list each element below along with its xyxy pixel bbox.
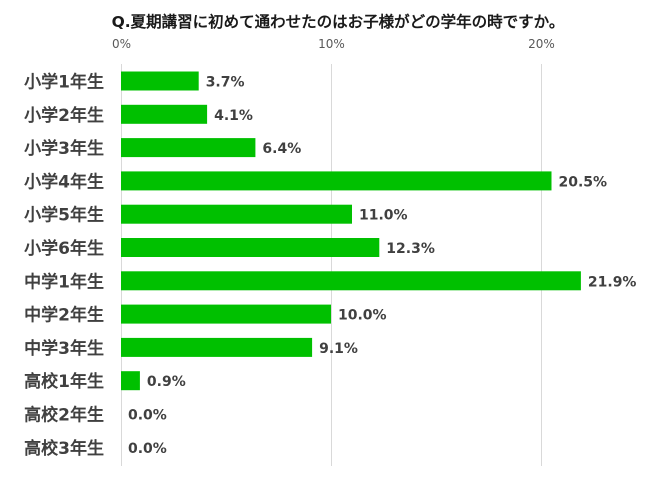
category-label: 中学3年生 (24, 338, 104, 359)
bar (121, 371, 140, 391)
category-label: 高校2年生 (24, 405, 104, 426)
category-label: 中学1年生 (24, 271, 104, 292)
bar (121, 71, 199, 91)
bar (121, 138, 256, 158)
value-label: 6.4% (262, 141, 301, 157)
bar (121, 337, 313, 357)
x-axis-ticks: 0% 10% 20% (112, 37, 555, 51)
bar (121, 104, 208, 124)
gridlines (121, 64, 542, 466)
category-label: 小学3年生 (24, 138, 104, 159)
bar (121, 171, 552, 191)
value-label: 20.5% (559, 174, 608, 190)
category-label: 小学5年生 (24, 205, 104, 226)
value-label: 11.0% (359, 208, 408, 224)
value-label: 9.1% (319, 341, 358, 357)
value-label: 12.3% (386, 241, 435, 257)
value-label: 3.7% (206, 75, 245, 91)
value-label: 0.0% (128, 441, 167, 457)
category-label: 中学2年生 (24, 305, 104, 326)
value-labels: 3.7% 4.1% 6.4% 20.5% 11.0% 12.3% 21.9% 10.0% 9.1… (128, 75, 636, 457)
x-tick-label: 20% (528, 37, 555, 51)
bars (121, 71, 581, 391)
category-label: 高校3年生 (24, 438, 104, 459)
y-axis-categories: 小学1年生小学2年生小学3年生小学4年生小学5年生小学6年生中学1年生中学2年生… (24, 72, 104, 459)
value-label: 0.9% (147, 374, 186, 390)
category-label: 小学6年生 (24, 238, 104, 259)
category-label: 小学4年生 (24, 171, 104, 192)
bar (121, 304, 331, 324)
bar (121, 204, 352, 224)
value-label: 4.1% (214, 108, 253, 124)
value-label: 10.0% (338, 308, 387, 324)
chart-title: Q.夏期講習に初めて通わせたのはお子様がどの学年の時ですか。 (112, 12, 565, 31)
category-label: 小学1年生 (24, 72, 104, 93)
x-tick-label: 10% (318, 37, 345, 51)
bar (121, 271, 581, 291)
value-label: 0.0% (128, 408, 167, 424)
bar (121, 238, 380, 257)
value-label: 21.9% (588, 274, 637, 290)
category-label: 小学2年生 (24, 105, 104, 126)
x-tick-label: 0% (112, 37, 131, 51)
category-label: 高校1年生 (24, 371, 104, 392)
